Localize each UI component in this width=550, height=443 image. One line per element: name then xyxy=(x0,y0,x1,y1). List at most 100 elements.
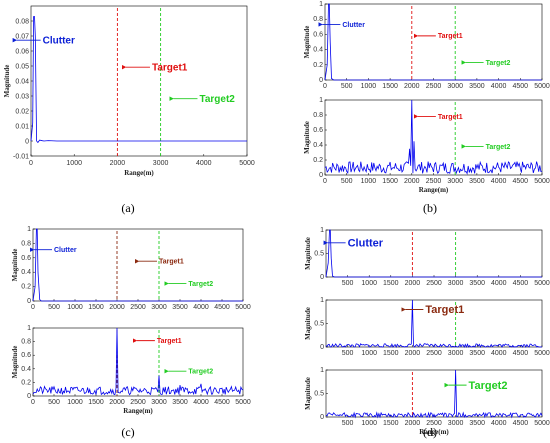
chart-b2: 0 500 1000 1500 2000 2500 3000 3500 4000 4500 5000… xyxy=(303,97,550,194)
x-tick-label: 3000 xyxy=(448,280,464,287)
y-tick-label: 0.6 xyxy=(21,352,31,359)
x-tick-label: 2000 xyxy=(405,420,421,427)
y-tick-label: 0.03 xyxy=(15,93,29,100)
caption-b: (b) xyxy=(423,201,437,215)
y-axis-label: Magnitude xyxy=(304,237,312,270)
x-tick-label: 1000 xyxy=(361,420,377,427)
x-tick-label: 5000 xyxy=(534,280,550,287)
y-tick-label: 0 xyxy=(27,298,31,305)
x-tick-label: 5000 xyxy=(235,304,251,311)
x-tick-label: 3500 xyxy=(469,350,485,357)
y-tick-label: 1 xyxy=(320,297,324,304)
x-tick-label: 1500 xyxy=(88,399,104,406)
annotation-clutter: Clutter xyxy=(43,36,75,47)
y-tick-label: 0.8 xyxy=(313,16,323,23)
plot-area xyxy=(32,228,244,302)
annotation-target1: Target1 xyxy=(438,114,463,121)
y-tick-label: 0.2 xyxy=(313,157,323,164)
x-tick-label: 3500 xyxy=(469,280,485,287)
y-tick-label: 0.07 xyxy=(15,33,29,40)
x-tick-label: 3000 xyxy=(447,83,463,90)
x-tick-label: 3500 xyxy=(469,83,485,90)
y-tick-label: -0.01 xyxy=(13,153,29,160)
x-tick-label: 4500 xyxy=(513,83,529,90)
plot-area xyxy=(325,229,543,278)
y-tick-label: 0.08 xyxy=(15,18,29,25)
y-tick-label: 1 xyxy=(320,227,324,234)
x-tick-label: 2500 xyxy=(426,280,442,287)
y-axis-label: Magnitude xyxy=(303,121,311,154)
caption-a: (a) xyxy=(121,201,134,215)
y-tick-label: 0.04 xyxy=(15,78,29,85)
annotation-target2: Target2 xyxy=(199,94,235,105)
y-tick-label: 0.05 xyxy=(15,63,29,70)
y-axis-label: Magnitude xyxy=(11,249,19,282)
y-axis-label: Magnitude xyxy=(11,346,19,379)
x-tick-label: 1000 xyxy=(361,178,377,185)
x-tick-label: 0 xyxy=(323,178,327,185)
y-axis-label: Magnitude xyxy=(3,65,11,98)
x-tick-label: 4000 xyxy=(193,399,209,406)
series-line xyxy=(324,99,543,175)
y-tick-label: 0.4 xyxy=(21,269,31,276)
x-tick-label: 1000 xyxy=(67,399,83,406)
x-tick-label: 3000 xyxy=(448,420,464,427)
y-tick-label: 0 xyxy=(25,138,29,145)
x-tick-label: 5000 xyxy=(235,399,251,406)
x-axis-label: Range(m) xyxy=(124,169,154,177)
y-tick-label: 0.2 xyxy=(21,284,31,291)
y-tick-label: 1 xyxy=(27,325,31,332)
annotation-clutter: Clutter xyxy=(348,237,384,249)
x-tick-label: 2500 xyxy=(130,304,146,311)
x-tick-label: 1500 xyxy=(383,350,399,357)
x-tick-label: 2500 xyxy=(426,83,442,90)
x-tick-label: 0 xyxy=(323,83,327,90)
x-tick-label: 2000 xyxy=(404,83,420,90)
x-tick-label: 500 xyxy=(48,304,60,311)
plot-area xyxy=(324,3,543,81)
x-tick-label: 1000 xyxy=(67,304,83,311)
y-tick-label: 0 xyxy=(319,77,323,84)
x-tick-label: 2500 xyxy=(426,350,442,357)
x-tick-label: 1000 xyxy=(361,83,377,90)
x-tick-label: 5000 xyxy=(534,178,550,185)
x-tick-label: 2000 xyxy=(110,160,126,167)
x-tick-label: 0 xyxy=(31,399,35,406)
y-tick-label: 0.2 xyxy=(21,379,31,386)
y-tick-label: 0.6 xyxy=(313,127,323,134)
x-tick-label: 4000 xyxy=(491,83,507,90)
chart-d1: 500 1000 1500 2000 2500 3000 3500 4000 4500 5000 0… xyxy=(304,227,550,287)
y-tick-label: 0.4 xyxy=(21,366,31,373)
x-tick-label: 4000 xyxy=(491,420,507,427)
x-tick-label: 2500 xyxy=(426,420,442,427)
x-tick-label: 2000 xyxy=(109,399,125,406)
x-tick-label: 3000 xyxy=(153,160,169,167)
annotation-target2: Target2 xyxy=(188,281,213,288)
plot-area xyxy=(325,369,543,418)
x-tick-label: 4500 xyxy=(214,304,230,311)
annotation-target2: Target2 xyxy=(486,144,511,151)
x-tick-label: 3500 xyxy=(469,420,485,427)
x-tick-label: 4000 xyxy=(491,280,507,287)
x-tick-label: 1500 xyxy=(382,83,398,90)
plot-area xyxy=(30,5,248,157)
y-axis-label: Magnitude xyxy=(303,26,311,59)
y-tick-label: 0 xyxy=(27,393,31,400)
x-tick-label: 2500 xyxy=(130,399,146,406)
x-tick-label: 3500 xyxy=(469,178,485,185)
y-tick-label: 1 xyxy=(27,226,31,233)
annotation-target1: Target1 xyxy=(438,33,463,40)
y-tick-label: 0.01 xyxy=(15,123,29,130)
x-tick-label: 2000 xyxy=(404,178,420,185)
y-tick-label: 1 xyxy=(319,97,323,104)
annotation-target1: Target1 xyxy=(157,338,182,345)
x-tick-label: 4500 xyxy=(513,280,529,287)
x-tick-label: 3500 xyxy=(172,399,188,406)
x-tick-label: 2000 xyxy=(109,304,125,311)
y-tick-label: 0.5 xyxy=(314,251,324,258)
annotation-target2: Target2 xyxy=(486,60,511,67)
x-tick-label: 500 xyxy=(342,350,354,357)
y-tick-label: 0 xyxy=(319,172,323,179)
y-tick-label: 0.02 xyxy=(15,108,29,115)
annotation-target2: Target2 xyxy=(188,369,213,376)
